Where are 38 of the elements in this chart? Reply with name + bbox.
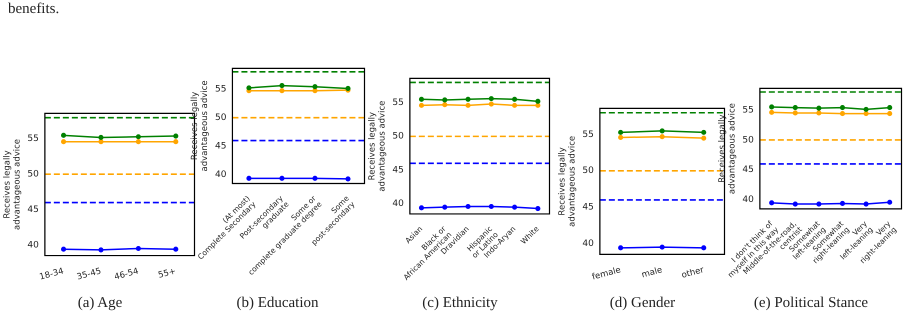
y-axis-title: Receives legally advantageous advice xyxy=(557,136,578,227)
text: (b) Education xyxy=(235,295,320,312)
y-tick-label: 55 xyxy=(582,130,594,140)
y-tick-label: 45 xyxy=(27,204,39,215)
y-tick-label: 40 xyxy=(582,238,594,249)
x-tick-label: 46-54 xyxy=(113,266,140,283)
y-tick-label: 45 xyxy=(742,165,754,176)
y-tick-label: 45 xyxy=(582,202,594,213)
y-tick-label: 55 xyxy=(214,84,226,94)
y-tick-label: 50 xyxy=(742,135,754,146)
y-tick-label: 55 xyxy=(392,98,404,108)
x-tick-label: 35-45 xyxy=(76,266,102,283)
y-tick-label: 50 xyxy=(27,170,40,180)
y-tick-label: 55 xyxy=(742,105,754,116)
y-axis-title: Receives legally advantageous advice xyxy=(2,138,23,230)
text: (e) Political Stance xyxy=(752,295,870,312)
y-tick-label: 55 xyxy=(27,134,39,144)
x-tick-label: female xyxy=(591,265,622,283)
y-tick-label: 40 xyxy=(27,240,40,250)
text: (a) Age xyxy=(76,295,124,312)
y-tick-label: 45 xyxy=(214,142,226,152)
x-tick-label: male xyxy=(640,265,664,280)
y-tick-label: 40 xyxy=(214,170,227,180)
x-tick-label: 55+ xyxy=(157,266,178,281)
text: (d) Gender xyxy=(608,295,676,312)
x-tick-label: 18-34 xyxy=(38,266,65,283)
y-tick-label: 50 xyxy=(582,166,594,176)
y-axis-title: Receives legally advantageous advice xyxy=(190,80,210,172)
text: benefits. xyxy=(8,1,60,18)
x-tick-label: other xyxy=(680,265,706,281)
text: (c) Ethnicity xyxy=(421,295,499,312)
y-tick-label: 40 xyxy=(742,195,754,206)
y-tick-label: 50 xyxy=(214,112,227,123)
y-tick-label: 50 xyxy=(392,132,404,142)
y-tick-label: 45 xyxy=(392,165,404,176)
y-axis-title: Receives legally advantageous advice xyxy=(367,100,388,192)
y-axis-title: Receives legally advantageous advice xyxy=(717,103,738,194)
y-tick-label: 40 xyxy=(392,199,404,210)
